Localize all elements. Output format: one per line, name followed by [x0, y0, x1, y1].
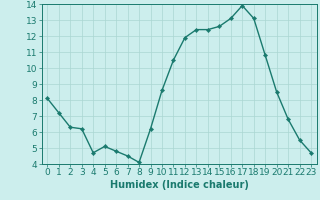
X-axis label: Humidex (Indice chaleur): Humidex (Indice chaleur) [110, 180, 249, 190]
